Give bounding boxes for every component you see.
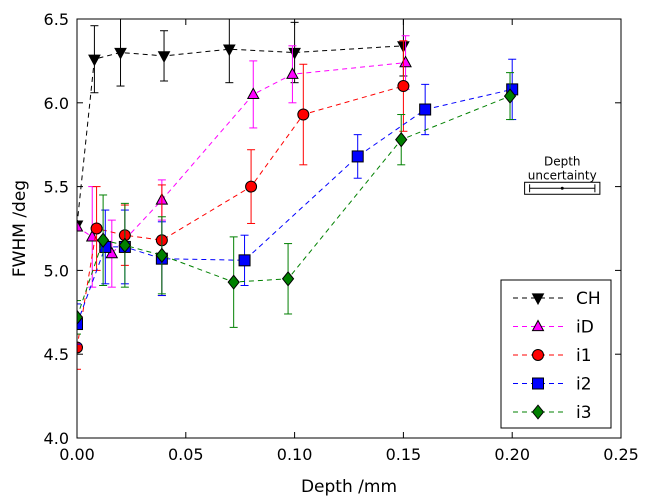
data-point [88, 54, 101, 67]
data-point [281, 271, 295, 287]
data-point [246, 87, 260, 100]
legend-entry-i1: i1 [513, 346, 592, 366]
legend-marker [531, 404, 545, 420]
series-i2 [77, 58, 519, 345]
legend-entry-i3: i3 [513, 403, 592, 423]
data-point [245, 180, 258, 193]
legend-marker [531, 293, 545, 306]
legend-label: i2 [576, 375, 592, 395]
legend-entry-i2: i2 [513, 375, 592, 395]
x-tick-label: 0.10 [277, 445, 313, 464]
data-point [297, 108, 310, 121]
annotation-label-line1: Depth [544, 154, 581, 168]
x-tick-label: 0.20 [494, 445, 530, 464]
data-point [288, 47, 301, 60]
error-bar [77, 300, 81, 335]
data-point [96, 232, 110, 248]
x-tick-label: 0.00 [59, 445, 95, 464]
x-tick-label: 0.25 [603, 445, 639, 464]
depth-uncertainty-annotation: Depth uncertainty [524, 154, 601, 195]
legend-label: i1 [576, 346, 592, 366]
legend-label: i3 [576, 403, 592, 423]
data-point [419, 103, 432, 116]
data-point [114, 47, 127, 60]
data-point [155, 247, 169, 263]
plot-area [77, 19, 519, 370]
legend: CH iD i1 i2 i3 [500, 279, 612, 429]
data-point [222, 44, 236, 57]
data-point [238, 254, 251, 267]
y-axis-label: FWHM /deg [10, 180, 30, 277]
data-point [286, 67, 299, 79]
data-point [227, 274, 240, 290]
data-point [157, 51, 171, 63]
x-axis-label: Depth /mm [301, 477, 397, 497]
legend-marker [531, 319, 545, 332]
legend-entry-CH: CH [513, 289, 601, 309]
legend-box [500, 279, 612, 429]
x-tick-label: 0.15 [386, 445, 422, 464]
legend-marker [532, 377, 544, 390]
data-point [395, 131, 408, 148]
legend-label: iD [576, 318, 594, 338]
annotation-point [560, 186, 564, 190]
axis-ticks: 0.00 0.05 0.10 0.15 0.20 0.25 4.0 4.5 5.0 5.5 6.0 6… [44, 10, 639, 464]
data-point [77, 341, 83, 354]
data-point [77, 219, 84, 232]
plot-frame [76, 18, 622, 439]
data-point [77, 318, 83, 331]
data-point [397, 80, 410, 93]
y-tick-label: 4.0 [44, 429, 69, 448]
y-tick-label: 5.0 [44, 261, 69, 280]
series-i1 [77, 40, 410, 370]
series-i3 [77, 72, 517, 335]
error-bar [77, 303, 81, 345]
x-tick-label: 0.05 [168, 445, 204, 464]
y-tick-label: 6.0 [44, 94, 69, 113]
legend-marker [532, 349, 544, 361]
legend-label: CH [576, 289, 601, 309]
y-tick-label: 5.5 [44, 178, 69, 197]
data-point [399, 55, 412, 68]
y-tick-label: 4.5 [44, 345, 69, 364]
y-tick-label: 6.5 [44, 10, 69, 29]
annotation-label-line2: uncertainty [528, 168, 597, 182]
legend-entry-iD: iD [513, 318, 594, 338]
data-point [77, 309, 84, 326]
data-point [503, 88, 517, 104]
data-point [351, 150, 364, 163]
data-point [118, 237, 132, 253]
data-point [90, 222, 103, 235]
